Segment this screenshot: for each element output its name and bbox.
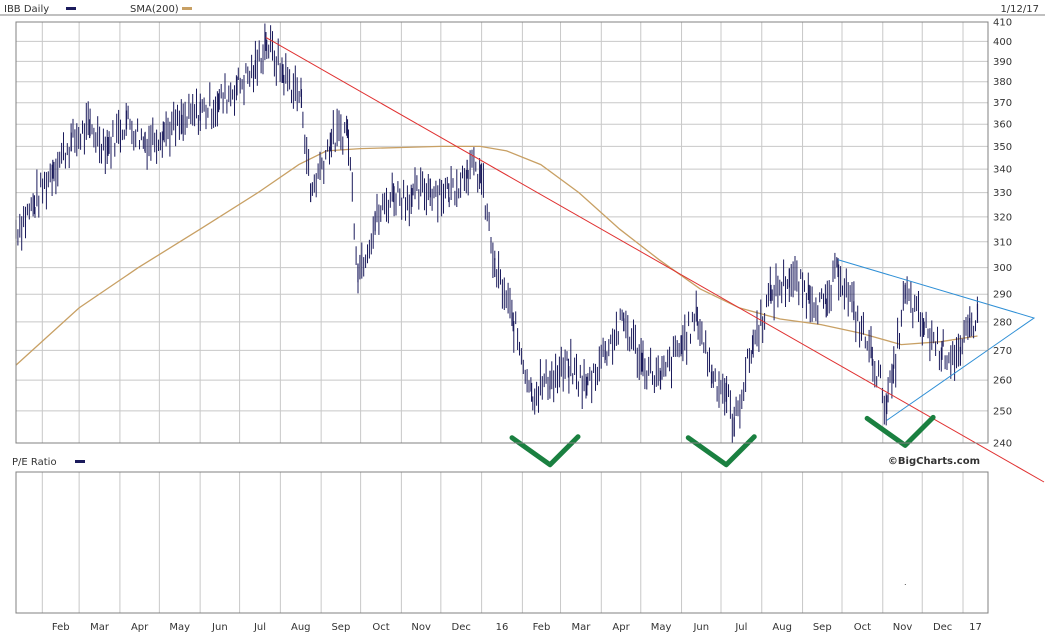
y-tick-label: 310 <box>993 237 1012 248</box>
x-axis-ticks: Feb Mar Apr May Jun Jul Aug Sep Oct Nov Dec 16 Feb Ma… <box>52 622 982 633</box>
x-tick-label: Feb <box>533 622 551 633</box>
y-tick-label: 270 <box>993 346 1012 357</box>
y-tick-label: 330 <box>993 188 1012 199</box>
y-tick-label: 400 <box>993 37 1012 48</box>
y-tick-label: 260 <box>993 376 1012 387</box>
x-tick-label: Aug <box>772 622 792 633</box>
x-tick-label: Aug <box>291 622 311 633</box>
x-tick-label: Sep <box>813 622 832 633</box>
sma-swatch <box>182 7 192 10</box>
y-tick-label: 290 <box>993 290 1012 301</box>
ratio-label: P/E Ratio <box>12 457 57 468</box>
x-tick-label: May <box>169 622 190 633</box>
x-tick-label: Dec <box>452 622 471 633</box>
x-tick-label: Jul <box>253 622 266 633</box>
x-tick-label: Nov <box>411 622 431 633</box>
x-tick-label: Jun <box>692 622 709 633</box>
pe-panel-frame <box>15 471 989 614</box>
x-tick-label: Apr <box>131 622 149 633</box>
x-tick-label: 16 <box>496 622 509 633</box>
x-tick-label: 17 <box>969 622 982 633</box>
pe-dot: . <box>904 578 907 587</box>
check-mark <box>685 434 757 468</box>
x-tick-label: Dec <box>933 622 952 633</box>
sma-layer <box>15 145 978 366</box>
downtrend-line <box>265 37 1045 483</box>
y-tick-label: 320 <box>993 212 1012 223</box>
x-tick-label: Feb <box>52 622 70 633</box>
x-tick-label: Jun <box>211 622 228 633</box>
symbol-swatch <box>66 7 76 10</box>
check-mark <box>864 414 936 448</box>
y-tick-label: 360 <box>993 120 1012 131</box>
triangle-pattern <box>837 259 1036 421</box>
x-tick-label: Apr <box>612 622 630 633</box>
sma-label: SMA(200) <box>130 4 179 15</box>
pe-gridlines <box>41 472 964 613</box>
y-tick-label: 340 <box>993 165 1012 176</box>
x-tick-label: Sep <box>331 622 350 633</box>
symbol-label: IBB Daily <box>4 4 49 15</box>
main-gridlines <box>16 21 988 444</box>
y-axis-ticks: 240 250 260 270 280 290 300 310 320 330 340 350 360 3… <box>993 18 1012 450</box>
y-tick-label: 300 <box>993 263 1012 274</box>
y-tick-label: 380 <box>993 77 1012 88</box>
check-mark <box>509 434 581 468</box>
x-tick-label: Jul <box>734 622 747 633</box>
y-tick-label: 240 <box>993 439 1012 450</box>
x-tick-label: Oct <box>372 622 389 633</box>
y-tick-label: 350 <box>993 142 1012 153</box>
sma-line <box>15 145 978 366</box>
y-tick-label: 410 <box>993 18 1012 29</box>
x-tick-label: Oct <box>854 622 871 633</box>
ratio-swatch <box>75 460 85 463</box>
watermark: ©BigCharts.com <box>888 456 980 467</box>
x-tick-label: Nov <box>893 622 913 633</box>
x-tick-label: May <box>651 622 672 633</box>
y-tick-label: 370 <box>993 98 1012 109</box>
main-panel-frame <box>15 21 989 444</box>
x-tick-label: Mar <box>90 622 110 633</box>
x-tick-label: Mar <box>571 622 591 633</box>
panel-frames <box>0 14 1045 614</box>
y-tick-label: 390 <box>993 57 1012 68</box>
price-bars <box>15 23 979 443</box>
annotations <box>265 37 1045 483</box>
y-tick-label: 280 <box>993 317 1012 328</box>
date-label: 1/12/17 <box>1000 4 1039 15</box>
y-tick-label: 250 <box>993 406 1012 417</box>
